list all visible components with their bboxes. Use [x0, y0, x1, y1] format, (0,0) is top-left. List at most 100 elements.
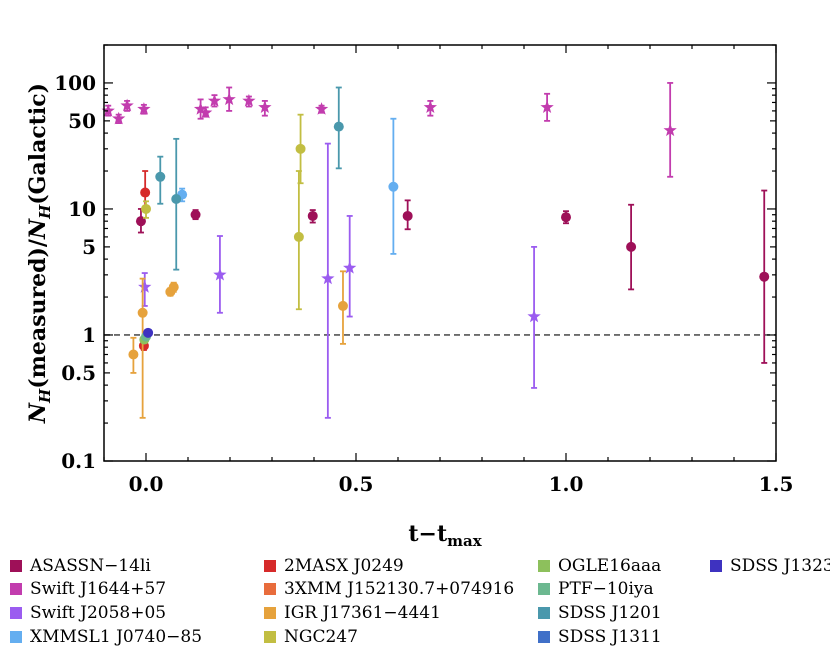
x-axis-label-main: t−t: [408, 521, 448, 547]
x-tick-label: 0.5: [339, 472, 374, 496]
legend-swatch: [538, 583, 550, 595]
y-axis-label-part: N: [25, 218, 51, 240]
y-axis-label-part: H: [36, 388, 54, 404]
x-tick-label: 1.0: [549, 472, 584, 496]
legend-label: Swift J1644+57: [30, 579, 166, 599]
data-point-star: [207, 93, 222, 107]
data-point: [143, 327, 154, 338]
x-axis-label: t−tmax: [408, 521, 482, 550]
series-0: [135, 189, 770, 364]
data-point: [626, 241, 637, 252]
data-point: [561, 212, 571, 223]
legend-item: Swift J1644+57: [10, 579, 166, 599]
data-point-star: [527, 309, 541, 323]
data-point-star: [314, 102, 329, 115]
data-point-star: [101, 103, 115, 117]
legend-label: XMMSL1 J0740−85: [30, 627, 202, 647]
legend-label: Swift J2058+05: [30, 603, 166, 623]
legend-swatch: [264, 560, 276, 572]
data-point: [307, 210, 318, 221]
legend-item: PTF−10iya: [538, 579, 654, 599]
data-point-star: [242, 93, 256, 107]
legend-label: 3XMM J152130.7+074916: [284, 579, 514, 599]
legend-label: 2MASX J0249: [284, 556, 404, 576]
legend-label: NGC247: [284, 627, 358, 647]
legend-item: Swift J2058+05: [10, 603, 166, 623]
data-point-star: [137, 102, 151, 115]
legend-swatch: [10, 631, 22, 643]
legend-item: SDSS J1323: [710, 556, 830, 576]
y-tick-label: 0.5: [61, 361, 96, 385]
y-axis-label-part: N: [25, 402, 51, 424]
y-axis-label: NH(measured)/NH(Galactic): [25, 83, 54, 424]
legend-swatch: [264, 631, 276, 643]
data-point: [759, 271, 770, 282]
data-point: [333, 121, 344, 132]
legend-item: XMMSL1 J0740−85: [10, 627, 202, 647]
legend-label: ASASSN−14li: [29, 556, 151, 576]
legend-label: OGLE16aaa: [558, 556, 661, 576]
legend-swatch: [538, 631, 550, 643]
y-axis-label-part: H: [36, 204, 54, 220]
series-12: [143, 327, 154, 338]
y-tick-label: 0.1: [61, 449, 96, 473]
data-point: [295, 143, 306, 154]
legend-label: PTF−10iya: [558, 579, 654, 599]
series-3: [177, 117, 399, 255]
plot-area: [101, 82, 776, 419]
series-1: [101, 82, 677, 178]
x-tick-label: 0.0: [129, 472, 164, 496]
legend-label: IGR J17361−4441: [284, 603, 441, 623]
series-7: [141, 113, 306, 311]
legend-swatch: [710, 560, 722, 572]
legend-label: SDSS J1201: [558, 603, 662, 623]
legend-swatch: [10, 607, 22, 619]
data-point: [128, 349, 139, 360]
data-point-star: [213, 267, 227, 281]
legend-label: SDSS J1311: [558, 627, 662, 647]
legend: ASASSN−14li Swift J1644+57 Swift J2058+05 X…: [10, 556, 830, 647]
legend-swatch: [538, 607, 550, 619]
legend-swatch: [264, 607, 276, 619]
data-point: [155, 171, 166, 182]
data-point-star: [198, 105, 213, 119]
legend-swatch: [264, 583, 276, 595]
y-tick-label: 1: [82, 323, 96, 347]
data-point: [337, 300, 348, 311]
data-point: [402, 210, 413, 221]
series-2: [138, 142, 541, 419]
legend-label: SDSS J1323: [730, 556, 830, 576]
y-axis-label-part: (measured)/: [25, 238, 51, 389]
legend-item: IGR J17361−4441: [264, 603, 441, 623]
legend-item: SDSS J1201: [538, 603, 662, 623]
legend-item: 3XMM J152130.7+074916: [264, 579, 514, 599]
data-point: [171, 193, 182, 204]
legend-item: ASASSN−14li: [10, 556, 151, 576]
data-point-star: [321, 271, 335, 285]
x-axis-label-subscript: max: [447, 532, 483, 550]
data-point-star: [343, 261, 357, 274]
data-point-star: [138, 280, 152, 293]
y-tick-label: 50: [68, 109, 96, 133]
data-point-star: [663, 123, 677, 137]
data-point: [293, 231, 304, 242]
legend-item: SDSS J1311: [538, 627, 662, 647]
data-point: [168, 282, 179, 293]
data-point-star: [120, 98, 134, 112]
axes: 0.0 0.5 1.0 1.50.10.5151050100t−tmaxNH(meas…: [25, 44, 793, 550]
data-point-star: [423, 100, 437, 114]
data-point-star: [258, 100, 272, 114]
y-tick-label: 5: [82, 235, 96, 259]
data-point: [141, 203, 151, 214]
data-point-star: [222, 92, 236, 106]
data-point: [137, 307, 148, 318]
legend-item: OGLE16aaa: [538, 556, 661, 576]
data-point: [140, 187, 151, 198]
series-10: [155, 86, 344, 271]
data-point-star: [193, 102, 208, 115]
legend-item: NGC247: [264, 627, 358, 647]
data-point: [388, 181, 399, 192]
data-point: [190, 209, 201, 220]
legend-swatch: [10, 583, 22, 595]
